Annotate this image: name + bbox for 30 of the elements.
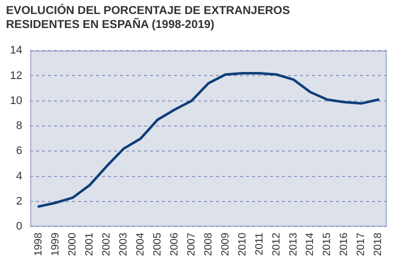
x-tick-label: 2014 <box>304 232 316 256</box>
y-tick-label: 8 <box>16 120 22 132</box>
y-tick-label: 2 <box>16 196 22 208</box>
x-tick-label: 2000 <box>66 232 79 256</box>
x-tick-label: 2011 <box>253 232 266 256</box>
x-tick-label: 2017 <box>355 232 368 256</box>
x-tick-label: 1999 <box>50 232 62 256</box>
x-tick-label: 2003 <box>118 232 130 256</box>
y-tick-label: 0 <box>16 220 22 233</box>
x-tick-label: 2005 <box>151 232 164 256</box>
y-tick-label: 12 <box>10 70 22 82</box>
x-tick-label: 2006 <box>168 232 180 256</box>
x-tick-label: 2009 <box>219 232 232 256</box>
x-tick-label: 2001 <box>84 232 96 256</box>
chart-title: EVOLUCIÓN DEL PORCENTAJE DE EXTRANJEROS RESIDENTES EN ESPAÑA (1998-2019) <box>6 4 291 33</box>
y-tick-label: 4 <box>16 170 22 182</box>
y-tick-label: 14 <box>10 44 22 57</box>
y-tick-label: 6 <box>16 145 22 158</box>
x-tick-label: 1998 <box>32 232 45 256</box>
x-tick-label: 2018 <box>372 232 384 256</box>
x-tick-label: 2008 <box>202 232 214 256</box>
x-tick-label: 2010 <box>236 232 248 256</box>
x-tick-label: 2012 <box>270 232 282 256</box>
x-tick-label: 2002 <box>100 232 113 256</box>
x-tick-label: 2016 <box>338 232 350 256</box>
y-tick-label: 10 <box>10 94 22 107</box>
x-tick-label: 2015 <box>321 232 334 256</box>
x-tick-label: 2004 <box>134 232 146 256</box>
x-tick-label: 2007 <box>185 232 198 256</box>
x-tick-label: 2013 <box>287 232 300 256</box>
